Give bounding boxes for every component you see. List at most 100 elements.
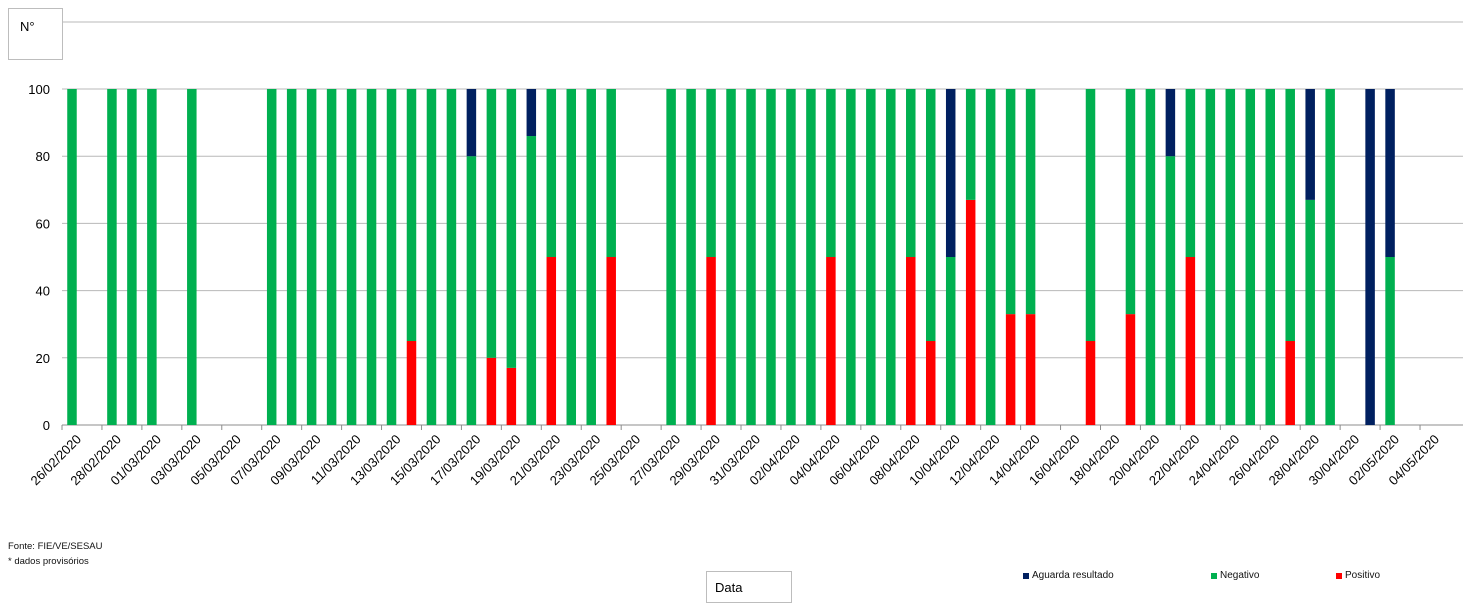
bar-segment-negativo xyxy=(1005,89,1016,315)
bar-segment-aguarda-resultado xyxy=(1165,89,1176,157)
y-tick-label: 80 xyxy=(36,149,50,164)
bar-segment-positivo xyxy=(486,357,497,425)
bar-segment-aguarda-resultado xyxy=(1385,89,1395,257)
bar-segment-aguarda-resultado xyxy=(1305,89,1315,200)
bar-segment-negativo xyxy=(886,89,896,425)
y-tick-label: 20 xyxy=(36,351,50,366)
bar-segment-negativo xyxy=(286,89,297,425)
bar-segment-negativo xyxy=(546,89,557,257)
bar-segment-positivo xyxy=(826,257,836,425)
y-tick-label: 0 xyxy=(43,418,50,433)
bar-segment-positivo xyxy=(1005,314,1016,425)
bar-segment-negativo xyxy=(67,89,77,425)
bar-segment-positivo xyxy=(506,367,517,425)
x-axis-title: Data xyxy=(715,580,743,595)
bar-segment-positivo xyxy=(1285,341,1295,425)
bar-segment-positivo xyxy=(925,341,936,425)
bar-segment-negativo xyxy=(266,89,277,425)
bar-segment-negativo xyxy=(486,89,497,358)
legend-item-aguarda: Aguarda resultado xyxy=(1023,570,1114,581)
bar-segment-negativo xyxy=(666,89,676,425)
bar-segment-aguarda-resultado xyxy=(945,89,956,257)
bar-segment-negativo xyxy=(906,89,916,257)
y-tick-label: 40 xyxy=(36,284,50,299)
bar-segment-negativo xyxy=(526,136,537,426)
bar-segment-negativo xyxy=(1125,89,1136,315)
bar-segment-negativo xyxy=(806,89,816,425)
y-tick-label: 60 xyxy=(36,216,50,231)
y-tick-label: 100 xyxy=(28,82,50,97)
bar-segment-negativo xyxy=(386,89,397,425)
y-axis-title-box: N° xyxy=(8,8,63,60)
bar-segment-positivo xyxy=(1085,341,1096,425)
bar-segment-negativo xyxy=(726,89,736,425)
bar-segment-negativo xyxy=(1265,89,1275,425)
bar-segment-negativo xyxy=(1145,89,1156,425)
bar-segment-aguarda-resultado xyxy=(1365,89,1375,425)
bar-segment-negativo xyxy=(786,89,796,425)
bar-segment-negativo xyxy=(187,89,197,425)
bar-segment-negativo xyxy=(1225,89,1236,425)
bar-segment-positivo xyxy=(706,257,716,425)
x-axis-title-box: Data xyxy=(706,571,792,603)
bar-segment-negativo xyxy=(586,89,596,425)
bar-segment-positivo xyxy=(965,199,976,425)
bar-segment-negativo xyxy=(147,89,157,425)
legend-swatch-aguarda xyxy=(1023,572,1029,579)
bar-segment-negativo xyxy=(506,89,517,368)
bar-segment-positivo xyxy=(546,257,557,425)
bar-segment-negativo xyxy=(706,89,716,257)
bar-segment-negativo xyxy=(406,89,417,341)
bar-segment-negativo xyxy=(306,89,317,425)
bar-segment-negativo xyxy=(846,89,856,425)
legend-item-negativo: Negativo xyxy=(1211,570,1259,581)
bar-segment-negativo xyxy=(826,89,836,257)
bar-segment-positivo xyxy=(906,257,916,425)
bar-segment-negativo xyxy=(766,89,776,425)
bar-segment-negativo xyxy=(1205,89,1216,425)
bar-segment-negativo xyxy=(426,89,437,425)
legend-label-positivo: Positivo xyxy=(1345,570,1381,581)
bar-segment-negativo xyxy=(965,89,976,200)
bar-segment-negativo xyxy=(606,89,616,257)
bar-segment-negativo xyxy=(1245,89,1256,425)
bar-segment-positivo xyxy=(406,341,417,425)
bar-segment-negativo xyxy=(746,89,756,425)
bar-segment-negativo xyxy=(1165,156,1176,425)
bar-segment-negativo xyxy=(1025,89,1036,315)
bar-segment-negativo xyxy=(945,257,956,425)
bar-segment-negativo xyxy=(107,89,117,425)
legend-item-positivo: Positivo xyxy=(1336,570,1380,581)
legend-label-aguarda: Aguarda resultado xyxy=(1032,570,1114,581)
legend-swatch-negativo xyxy=(1211,572,1217,579)
bar-segment-negativo xyxy=(985,89,996,425)
legend-swatch-positivo xyxy=(1336,572,1342,579)
bar-segment-negativo xyxy=(1385,257,1395,425)
bar-segment-aguarda-resultado xyxy=(466,89,477,157)
bar-segment-negativo xyxy=(566,89,577,425)
bar-segment-negativo xyxy=(1305,199,1315,425)
bar-segment-negativo xyxy=(1185,89,1196,257)
bar-segment-negativo xyxy=(1325,89,1335,425)
source-note: Fonte: FIE/VE/SESAU xyxy=(8,541,103,552)
bar-segment-aguarda-resultado xyxy=(526,89,537,137)
legend-label-negativo: Negativo xyxy=(1220,570,1260,581)
bar-segment-negativo xyxy=(466,156,477,425)
bar-segment-negativo xyxy=(366,89,377,425)
bar-segment-negativo xyxy=(446,89,457,425)
bar-segment-negativo xyxy=(326,89,337,425)
bar-segment-negativo xyxy=(1085,89,1096,341)
bar-segment-negativo xyxy=(1285,89,1295,341)
provisional-note: * dados provisórios xyxy=(8,556,89,567)
bar-segment-positivo xyxy=(1125,314,1136,425)
bar-segment-positivo xyxy=(1025,314,1036,425)
y-axis-title: N° xyxy=(20,19,35,34)
bar-segment-negativo xyxy=(127,89,137,425)
bar-segment-negativo xyxy=(346,89,357,425)
bar-segment-positivo xyxy=(1185,257,1196,425)
bar-segment-negativo xyxy=(866,89,876,425)
bar-segment-negativo xyxy=(925,89,936,341)
bar-segment-positivo xyxy=(606,257,616,425)
bar-segment-negativo xyxy=(686,89,696,425)
